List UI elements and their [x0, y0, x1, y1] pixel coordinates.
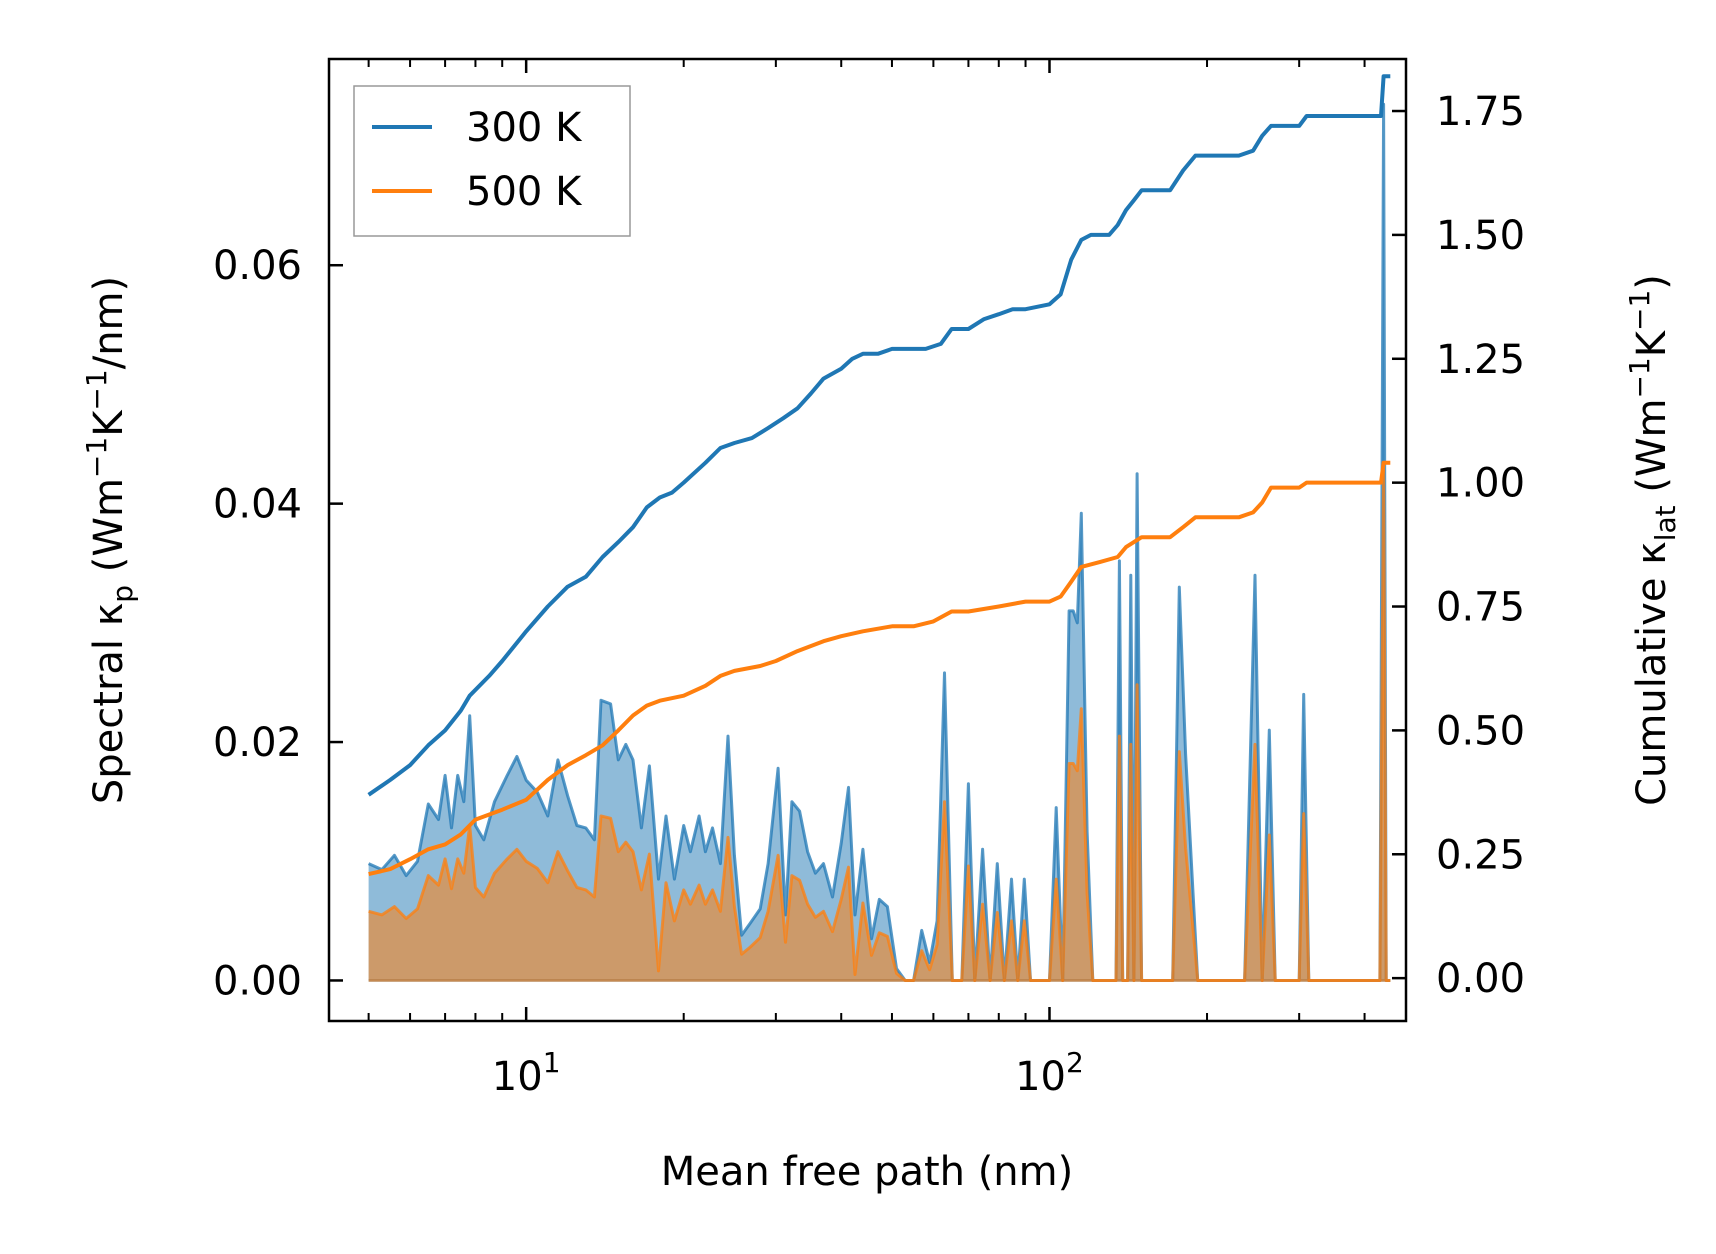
- spectral-fills: [368, 104, 1391, 981]
- y-right-tick-label-2: 0.50: [1436, 708, 1525, 754]
- x-tick-labels: 101 102: [492, 1046, 1084, 1100]
- y-left-tick-label-3: 0.06: [213, 243, 302, 289]
- spectral-fill-300k: [368, 104, 1391, 981]
- x-axis-title: Mean free path (nm): [661, 1149, 1073, 1195]
- x-tick-label-100: 102: [1015, 1046, 1084, 1100]
- y-right-tick-label-7: 1.75: [1436, 89, 1525, 135]
- y-right-tick-label-4: 1.00: [1436, 461, 1525, 507]
- legend-label-500k: 500 K: [466, 169, 583, 215]
- legend: 300 K 500 K: [353, 85, 631, 237]
- y-right-tick-label-1: 0.25: [1436, 832, 1525, 878]
- spectral-fill-500k: [368, 470, 1391, 981]
- y-left-axis-title: Spectral κp (Wm−1K−1/nm): [80, 276, 139, 804]
- y-right-tick-label-0: 0.00: [1436, 956, 1525, 1002]
- y-right-tick-labels: 0.00 0.25 0.50 0.75 1.00 1.25 1.50 1.75: [1436, 89, 1525, 1002]
- y-right-tick-label-6: 1.50: [1436, 213, 1525, 259]
- y-right-tick-label-3: 0.75: [1436, 585, 1525, 631]
- y-left-tick-label-1: 0.02: [213, 720, 302, 766]
- legend-label-300k: 300 K: [466, 105, 583, 151]
- y-left-tick-label-2: 0.04: [213, 482, 302, 528]
- y-left-tick-labels: 0.00 0.02 0.04 0.06: [213, 243, 302, 1004]
- y-right-axis-title: Cumulative κlat (Wm−1K−1): [1623, 274, 1682, 806]
- cumulative-lines: [367, 74, 1391, 877]
- x-tick-label-10: 101: [492, 1046, 561, 1100]
- cumulative-line-300k: [367, 74, 1391, 797]
- axis-ticks: [329, 59, 1406, 1021]
- cumulative-line-500k: [368, 460, 1391, 877]
- plot-frame: [327, 57, 1408, 1023]
- spectral-lines: [367, 102, 1391, 982]
- y-left-tick-label-0: 0.00: [213, 958, 302, 1004]
- legend-box: [353, 85, 631, 237]
- y-right-tick-label-5: 1.25: [1436, 337, 1525, 383]
